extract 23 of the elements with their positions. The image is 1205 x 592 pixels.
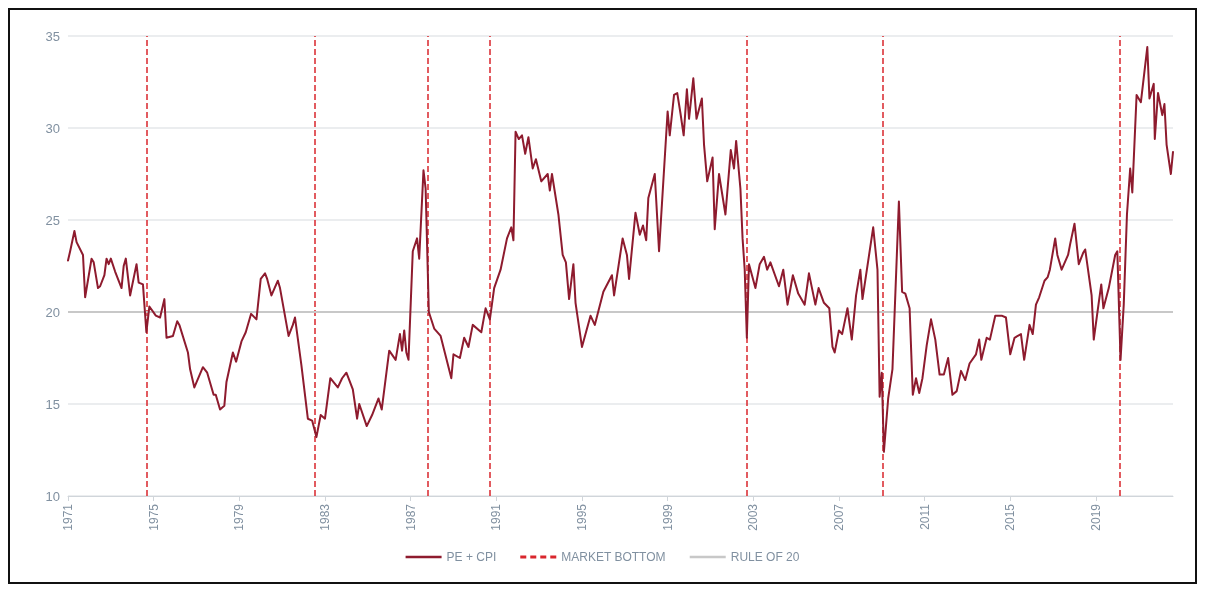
y-tick-label: 15 bbox=[45, 396, 60, 412]
x-tick-label: 2007 bbox=[831, 503, 846, 531]
line-series bbox=[67, 46, 1174, 453]
x-tick-label: 1971 bbox=[61, 503, 75, 531]
x-tick-label: 1995 bbox=[574, 503, 589, 531]
y-tick-label: 30 bbox=[45, 120, 60, 136]
x-tick-label: 2003 bbox=[746, 503, 761, 531]
y-tick-label: 20 bbox=[45, 304, 60, 320]
x-tick-label: 1991 bbox=[489, 503, 504, 531]
x-tick-label: 1979 bbox=[232, 503, 247, 531]
x-tick-label: 1975 bbox=[146, 503, 161, 531]
x-tick-label: 2015 bbox=[1003, 503, 1018, 531]
y-tick-label: 35 bbox=[45, 28, 60, 44]
legend-label: PE + CPI bbox=[446, 550, 497, 564]
legend-label: RULE OF 20 bbox=[730, 550, 800, 564]
y-tick-label: 25 bbox=[45, 212, 60, 228]
legend-label: MARKET BOTTOM bbox=[561, 550, 666, 564]
x-tick-label: 2011 bbox=[917, 503, 932, 530]
x-tick-label: 1987 bbox=[403, 503, 418, 531]
x-tick-label: 1983 bbox=[317, 503, 332, 531]
x-tick-label: 2019 bbox=[1088, 503, 1103, 531]
x-tick-label: 1999 bbox=[660, 503, 675, 531]
y-tick-label: 10 bbox=[45, 488, 60, 504]
